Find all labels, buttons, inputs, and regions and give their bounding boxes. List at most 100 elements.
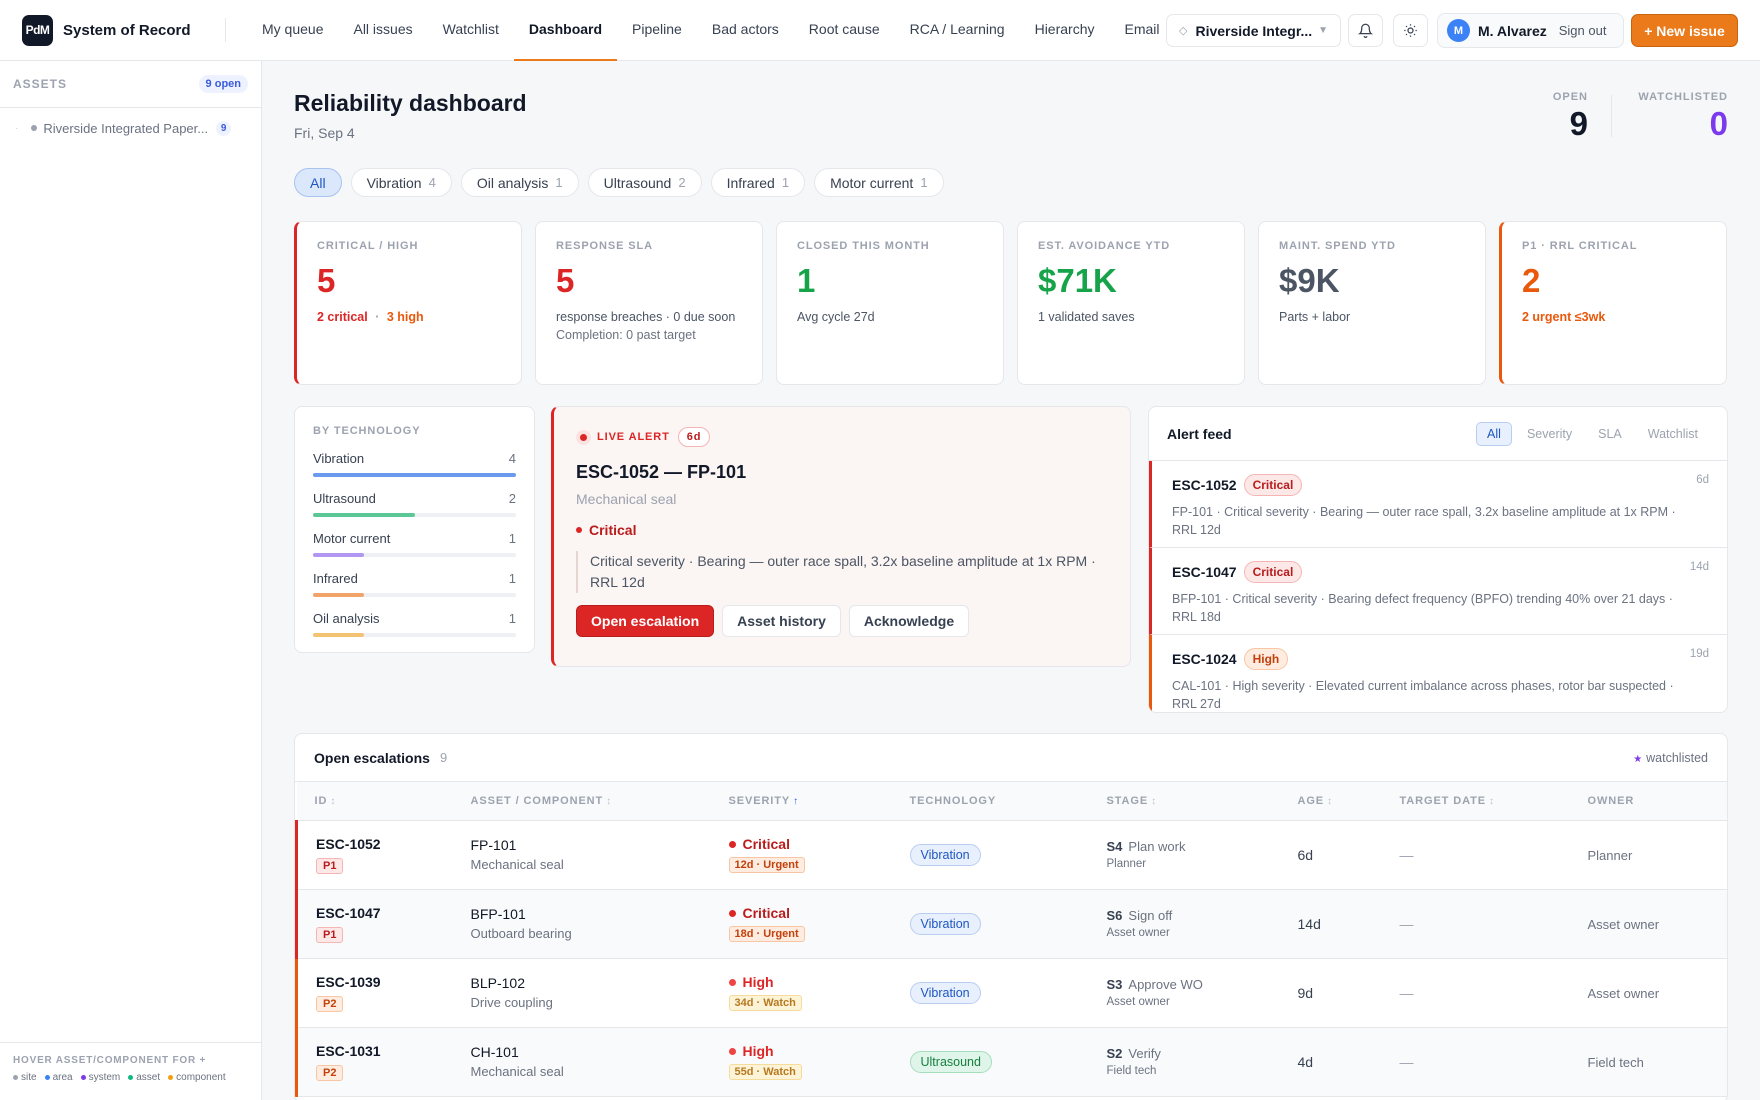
kpi-closed-this-month[interactable]: CLOSED THIS MONTH 1 Avg cycle 27d	[776, 221, 1004, 385]
nav-watchlist[interactable]: Watchlist	[442, 21, 499, 37]
open-stat: OPEN 9	[1553, 91, 1588, 143]
severity-dot-icon	[728, 840, 736, 848]
feed-item-id: ESC-1024	[1172, 651, 1237, 667]
tech-row-oil-analysis[interactable]: Oil analysis 1	[313, 611, 516, 637]
avatar[interactable]: M	[1447, 19, 1470, 42]
notifications-button[interactable]	[1348, 14, 1383, 47]
feed-item[interactable]: ESC-1052 Critical 6d FP-101 · Critical se…	[1149, 461, 1727, 548]
severity-label: High	[742, 1043, 774, 1059]
kpi-value: 2	[1522, 262, 1541, 299]
age-value: 14d	[1297, 915, 1321, 932]
owner-value: Asset owner	[1587, 916, 1660, 932]
sidebar-title: ASSETS	[13, 77, 68, 91]
age-value: 4d	[1297, 1053, 1314, 1070]
kpi-critical-high[interactable]: CRITICAL / HIGH 5 2 critical · 3 high	[294, 221, 522, 385]
open-escalation-button[interactable]: Open escalation	[576, 605, 715, 637]
table-row[interactable]: ESC-1047 P1 BFP-101 Outboard bearing Criti…	[295, 889, 1727, 959]
tech-row-vibration[interactable]: Vibration 4	[313, 451, 516, 477]
escalations-table: ID ↕ ASSET / COMPONENT ↕ SEVERITY ↑ TECHNOL…	[295, 782, 1727, 1097]
asset-name: FP-101	[470, 837, 517, 853]
cell-owner: Asset owner	[1569, 889, 1727, 959]
column-header-target-date[interactable]: TARGET DATE ↕	[1381, 782, 1570, 821]
table-row[interactable]: ESC-1052 P1 FP-101 Mechanical seal Critica…	[295, 820, 1727, 890]
filter-count: 1	[781, 175, 790, 190]
sign-out-link[interactable]: Sign out	[1558, 23, 1607, 38]
asset-name: BLP-102	[470, 975, 525, 991]
severity-indicator: High	[728, 1043, 892, 1059]
cell-asset: BFP-101 Outboard bearing	[452, 889, 711, 959]
high-count: 3 high	[386, 309, 424, 324]
nav-email[interactable]: Email	[1124, 21, 1160, 37]
nav-all-issues[interactable]: All issues	[353, 21, 413, 37]
table-header-row: ID ↕ ASSET / COMPONENT ↕ SEVERITY ↑ TECHNOL…	[296, 782, 1727, 821]
tech-bar	[313, 633, 516, 637]
column-header-id[interactable]: ID ↕	[296, 782, 453, 821]
kpi-label: RESPONSE SLA	[556, 240, 653, 252]
technology-filters: All Vibration 4 Oil analysis 1 Ultrasound 2…	[294, 168, 944, 197]
sidebar-item-site[interactable]: · Riverside Integrated Paper... 9	[0, 116, 261, 140]
tab-watchlist[interactable]: Watchlist	[1647, 426, 1698, 441]
nav-hierarchy[interactable]: Hierarchy	[1034, 21, 1095, 37]
filter-ultrasound[interactable]: Ultrasound 2	[587, 168, 702, 197]
feed-item[interactable]: ESC-1024 High 19d CAL-101 · High severity…	[1149, 635, 1727, 712]
tree-expander-icon[interactable]: ·	[15, 122, 19, 134]
feed-item-id: ESC-1052	[1172, 477, 1237, 493]
kpi-avoidance-ytd[interactable]: EST. AVOIDANCE YTD $71K 1 validated save…	[1017, 221, 1245, 385]
filter-oil-analysis[interactable]: Oil analysis 1	[460, 168, 579, 197]
sla-badge: 12d · Urgent	[728, 857, 805, 873]
stage-label: Approve WO	[1128, 977, 1203, 992]
escalation-id[interactable]: ESC-1047	[316, 904, 381, 921]
acknowledge-button[interactable]: Acknowledge	[848, 605, 970, 637]
priority-badge: P2	[316, 1064, 344, 1081]
nav-pipeline[interactable]: Pipeline	[632, 21, 682, 37]
kpi-p1-rrl-critical[interactable]: P1 · RRL CRITICAL 2 2 urgent ≤3wk	[1499, 221, 1727, 385]
panel-title: BY TECHNOLOGY	[313, 425, 421, 437]
table-row[interactable]: ESC-1039 P2 BLP-102 Drive coupling High 34d…	[295, 958, 1727, 1028]
asset-history-button[interactable]: Asset history	[722, 605, 841, 637]
tab-severity[interactable]: Severity	[1526, 426, 1573, 441]
kpi-subtext: Parts + labor	[1279, 309, 1351, 324]
column-header-stage[interactable]: STAGE ↕	[1088, 782, 1280, 821]
table-row[interactable]: ESC-1031 P2 CH-101 Mechanical seal High 55d…	[295, 1027, 1727, 1097]
tech-row-ultrasound[interactable]: Ultrasound 2	[313, 491, 516, 517]
stage-code: S4	[1106, 839, 1123, 854]
escalation-id[interactable]: ESC-1039	[316, 973, 381, 990]
nav-rca-learning[interactable]: RCA / Learning	[909, 21, 1005, 37]
kpi-response-sla[interactable]: RESPONSE SLA 5 response breaches · 0 due…	[535, 221, 763, 385]
legend-system: system	[80, 1072, 120, 1083]
tech-row-motor-current[interactable]: Motor current 1	[313, 531, 516, 557]
escalations-count: 9	[439, 750, 448, 765]
escalation-id[interactable]: ESC-1031	[316, 1042, 381, 1059]
filter-infrared[interactable]: Infrared 1	[710, 168, 806, 197]
column-header-severity[interactable]: SEVERITY ↑	[710, 782, 892, 821]
stage: S2 Verify	[1107, 1046, 1280, 1061]
technology-badge: Vibration	[909, 843, 981, 866]
tech-row-infrared[interactable]: Infrared 1	[313, 571, 516, 597]
kpi-maint-spend-ytd[interactable]: MAINT. SPEND YTD $9K Parts + labor	[1258, 221, 1486, 385]
severity-indicator: Critical	[728, 905, 892, 921]
cell-technology: Vibration	[891, 820, 1089, 890]
tech-label: Oil analysis	[313, 611, 380, 626]
new-issue-button[interactable]: + New issue	[1631, 14, 1738, 47]
tab-sla[interactable]: SLA	[1598, 426, 1622, 441]
escalation-id[interactable]: ESC-1052	[316, 835, 381, 852]
tab-all[interactable]: All	[1476, 421, 1512, 446]
nav-bad-actors[interactable]: Bad actors	[711, 21, 779, 37]
cell-target-date: —	[1381, 1027, 1570, 1097]
nav-dashboard[interactable]: Dashboard	[513, 0, 618, 61]
tech-count: 1	[508, 611, 516, 626]
column-header-asset[interactable]: ASSET / COMPONENT ↕	[452, 782, 711, 821]
filter-all[interactable]: All	[294, 168, 342, 197]
column-header-age[interactable]: AGE ↕	[1279, 782, 1382, 821]
nav-my-queue[interactable]: My queue	[262, 21, 324, 37]
filter-motor-current[interactable]: Motor current 1	[814, 168, 944, 197]
sort-icon: ↕	[1327, 795, 1333, 807]
cell-severity: High 55d · Watch	[710, 1027, 892, 1097]
nav-root-cause[interactable]: Root cause	[808, 21, 880, 37]
filter-vibration[interactable]: Vibration 4	[350, 168, 452, 197]
stage: S4 Plan work	[1107, 839, 1280, 854]
site-select[interactable]: ◇ Riverside Integr... ▼	[1166, 14, 1341, 47]
filter-label: Vibration	[366, 174, 422, 191]
feed-item[interactable]: ESC-1047 Critical 14d BFP-101 · Critical …	[1149, 548, 1727, 635]
theme-toggle-button[interactable]	[1393, 14, 1428, 47]
